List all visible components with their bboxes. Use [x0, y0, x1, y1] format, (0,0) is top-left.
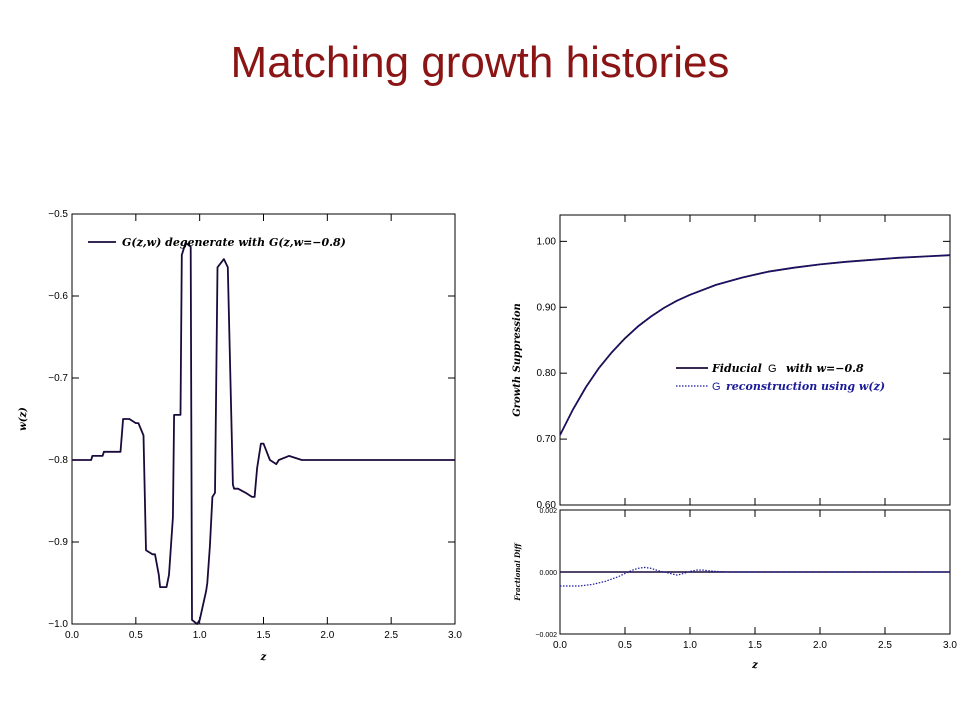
chart2-ylabel: Growth Suppression	[512, 303, 523, 417]
chart3-ytick-label: 0.000	[539, 570, 557, 577]
chart1-legend-label: G(z,w) degenerate with G(z,w=−0.8)	[122, 236, 346, 249]
chart1-ytick-label: −0.5	[48, 209, 68, 220]
chart1-ytick-label: −0.8	[48, 455, 68, 466]
chart3-xtick-label: 2.0	[813, 640, 827, 651]
chart3-xtick-label: 3.0	[943, 640, 957, 651]
chart1-ytick-label: −0.6	[48, 291, 68, 302]
chart1-xtick-label: 0.5	[129, 630, 143, 641]
chart1-xtick-label: 2.0	[320, 630, 334, 641]
chart1-xtick-label: 1.5	[257, 630, 271, 641]
chart2-legend1-prefix: Fiducial	[711, 362, 762, 375]
chart2-legend2-symbol: G	[712, 381, 721, 393]
chart2-legend1-symbol: G	[768, 363, 777, 375]
chart1-xlabel: z	[260, 652, 267, 663]
chart1-ytick-label: −0.9	[48, 537, 68, 548]
chart1-series-line	[72, 241, 455, 625]
chart1-xtick-label: 3.0	[448, 630, 462, 641]
chart2-legend1-suffix: with w=−0.8	[786, 362, 864, 375]
chart2-ytick-label: 0.80	[537, 368, 557, 379]
chart3-diff-line	[560, 566, 950, 587]
chart1-xtick-label: 1.0	[193, 630, 207, 641]
chart2-reconstruction-line	[559, 254, 951, 436]
chart3-xtick-label: 1.0	[683, 640, 697, 651]
slide-title: Matching growth histories	[230, 38, 730, 87]
chart3-xtick-label: 0.0	[553, 640, 567, 651]
chart1-xtick-label: 0.0	[65, 630, 79, 641]
chart2-legend2-suffix: reconstruction using w(z)	[726, 380, 885, 393]
chart3-xtick-label: 2.5	[878, 640, 892, 651]
chart2-ytick-label: 0.70	[537, 434, 557, 445]
chart3-xtick-label: 1.5	[748, 640, 762, 651]
chart3-ylabel: Fractional Diff	[513, 542, 522, 601]
chart1-xtick-label: 2.5	[384, 630, 398, 641]
chart1-ylabel: w(z)	[18, 407, 29, 431]
chart2-fiducial-line	[559, 254, 951, 436]
chart3-xlabel: z	[751, 660, 758, 671]
chart3-ytick-label: −0.002	[535, 632, 557, 639]
chart2-ytick-label: 1.00	[537, 236, 557, 247]
chart3-xtick-label: 0.5	[618, 640, 632, 651]
chart2-ytick-label: 0.90	[537, 302, 557, 313]
chart1-ytick-label: −1.0	[48, 619, 68, 630]
chart2-ytick-label: 0.60	[537, 500, 557, 511]
chart1-ytick-label: −0.7	[48, 373, 68, 384]
chart3-ytick-label: 0.002	[539, 508, 557, 515]
